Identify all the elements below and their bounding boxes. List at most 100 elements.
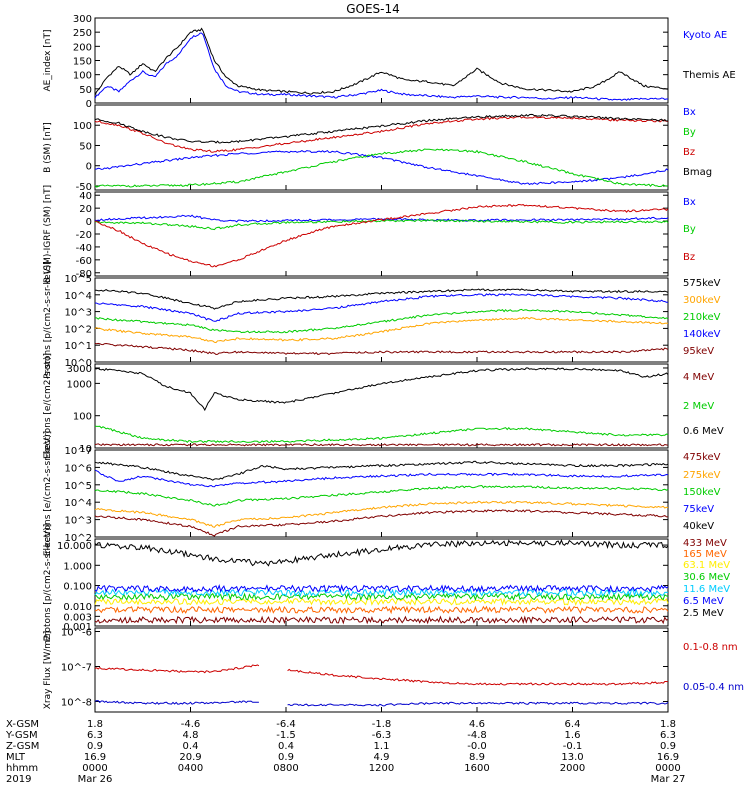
y-tick-label: 10^4	[65, 291, 92, 302]
x-row-value: Mar 26	[78, 774, 113, 785]
x-row-value: 6.4	[565, 719, 581, 730]
x-row-value: 1.1	[374, 741, 390, 752]
x-row-value: 0400	[178, 763, 203, 774]
y-tick-label: 100	[73, 121, 92, 132]
series-line-electrons_kev-3	[94, 469, 669, 488]
x-row-value: 13.0	[561, 752, 583, 763]
y-axis-label: Protons [p/(cm2-s-sr-keV)]	[43, 261, 53, 379]
x-row-label: X-GSM	[6, 719, 39, 730]
series-line-electrons_mev-0	[94, 443, 669, 447]
x-row-value: 1.8	[660, 719, 676, 730]
x-row-value: -4.6	[181, 719, 201, 730]
y-tick-label: 1.000	[63, 561, 92, 572]
y-tick-label: 0.010	[63, 602, 92, 613]
panel-frame	[94, 627, 669, 713]
y-tick-label: 10^7	[65, 446, 92, 457]
x-row-label: MLT	[6, 752, 26, 763]
x-row-value: 8.9	[469, 752, 485, 763]
y-tick-label: 150	[73, 57, 92, 68]
y-tick-label: 3000	[67, 364, 92, 375]
series-line-electrons_mev-2	[94, 367, 669, 412]
legend-label: 6.5 MeV	[683, 596, 724, 607]
y-tick-label: 10^4	[65, 498, 92, 509]
y-tick-label: 0.003	[63, 612, 92, 623]
x-row-value: 0800	[273, 763, 298, 774]
series-line-dB-1	[94, 218, 669, 231]
x-row-value: 1.8	[87, 719, 103, 730]
y-tick-label: 10^2	[65, 533, 92, 544]
y-tick-label: 40	[79, 191, 92, 202]
y-tick-label: 100	[73, 412, 92, 423]
series-line-b-3	[94, 113, 669, 144]
y-tick-label: 100	[73, 71, 92, 82]
legend-label: 40keV	[683, 521, 714, 532]
y-axis-label: B (SM)-IGRF (SM) [nT]	[43, 185, 53, 283]
y-axis-label: Xray Flux [W/m2]	[43, 631, 53, 710]
series-line-b-2	[94, 115, 669, 153]
legend-label: Bmag	[683, 167, 712, 178]
panel-dB: -80 -60 -40 -20 0 20 40 B (SM)-IGRF (SM) [nT] Bx…	[43, 185, 696, 283]
y-tick-label: 1000	[67, 379, 92, 390]
x-row-label: Z-GSM	[6, 741, 39, 752]
panel-frame	[94, 538, 669, 627]
legend-label: 475keV	[683, 452, 721, 463]
legend-label: 165 MeV	[683, 549, 727, 560]
y-tick-label: 10^-8	[61, 698, 92, 709]
legend-label: 575keV	[683, 278, 721, 289]
y-tick-label: 200	[73, 42, 92, 53]
y-tick-label: 0	[86, 217, 92, 228]
y-tick-label: 20	[79, 204, 92, 215]
legend-label: By	[683, 127, 696, 138]
y-tick-label: 10^2	[65, 324, 92, 335]
legend-label: 95keV	[683, 346, 714, 357]
y-tick-label: 10^5	[65, 274, 92, 285]
legend-label: Bz	[683, 252, 695, 263]
x-row-value: 1.6	[565, 730, 581, 741]
x-row-value: 0.9	[278, 752, 294, 763]
x-row-value: 0.9	[660, 741, 676, 752]
x-row-label: hhmm	[6, 763, 38, 774]
y-tick-label: 10^-7	[61, 663, 92, 674]
figure-title: GOES-14	[346, 2, 400, 16]
y-axis-label: Electrons [e/(cm2-s-sr-keV)]	[43, 431, 53, 556]
x-row-value: 0000	[82, 763, 107, 774]
x-row-value: 20.9	[179, 752, 201, 763]
y-tick-label: 0	[86, 162, 92, 173]
legend-label: Bz	[683, 147, 695, 158]
series-line-xray-0	[94, 664, 669, 686]
legend-label: 0.05-0.4 nm	[683, 682, 744, 693]
legend-label: 75keV	[683, 504, 714, 515]
y-tick-label: -50	[76, 182, 92, 193]
x-row-value: 4.8	[183, 730, 199, 741]
y-tick-label: -40	[76, 243, 92, 254]
panel-frame	[94, 363, 669, 449]
y-tick-label: 250	[73, 28, 92, 39]
panel-frame	[94, 17, 669, 104]
y-tick-label: 0	[86, 99, 92, 110]
legend-label: 11.6 MeV	[683, 584, 730, 595]
legend-label: Bx	[683, 107, 696, 118]
legend-label: By	[683, 224, 696, 235]
x-row-value: 0.9	[87, 741, 103, 752]
panel-b: -50 0 50 100 B (SM) [nT] Bx By Bz Bmag	[43, 104, 712, 193]
x-row-value: 4.6	[469, 719, 485, 730]
legend-label: Themis AE	[682, 70, 736, 81]
legend-label: 2.5 MeV	[683, 608, 724, 619]
y-tick-label: 10.000	[57, 541, 92, 552]
series-line-protons_mev-5	[94, 583, 669, 594]
x-axis-annotation-table: X-GSM 1.8 -4.6 -6.4 -1.8 4.6 6.4 1.8 Y-GSM 6.3 4.8…	[5, 719, 685, 785]
series-line-b-0	[94, 149, 669, 186]
panel-electrons_kev: 10^2 10^3 10^4 10^5 10^6 10^7 Electrons [e/(cm…	[43, 431, 721, 556]
x-row-value: -0.0	[467, 741, 487, 752]
series-line-protons-1	[94, 316, 669, 344]
series-line-electrons_kev-2	[94, 484, 669, 507]
legend-label: 210keV	[683, 312, 721, 323]
y-tick-label: 10^3	[65, 516, 92, 527]
panel-ae: 0 50 100 150 200 250 300 AE_index [nT] Kyoto AE T…	[43, 14, 736, 110]
y-tick-label: 0.100	[63, 582, 92, 593]
x-row-value: -0.1	[563, 741, 583, 752]
series-line-protons-4	[94, 342, 669, 356]
series-line-protons_mev-3	[94, 592, 669, 602]
